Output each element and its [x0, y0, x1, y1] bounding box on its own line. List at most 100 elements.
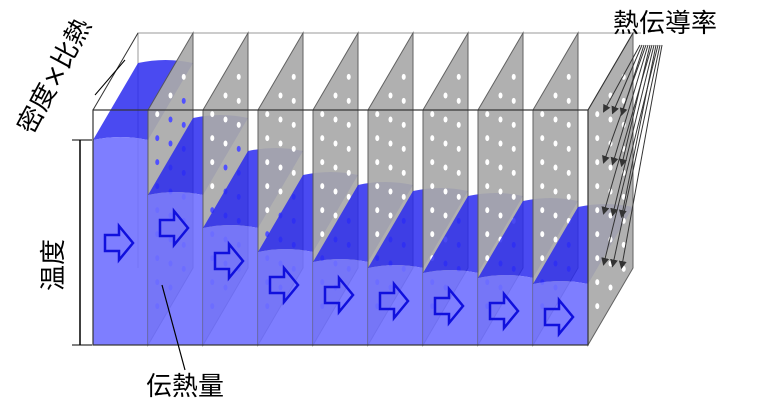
plate-dot — [553, 140, 558, 147]
plate-dot — [621, 265, 626, 272]
pointer — [602, 44, 647, 164]
plate-dot — [388, 140, 393, 147]
plate-dot — [210, 111, 215, 118]
frame-front — [92, 109, 589, 346]
temperature-label: 温度 — [39, 239, 69, 291]
plate-dot — [278, 164, 283, 171]
plate-dot — [346, 193, 351, 200]
plate-dot — [511, 73, 516, 80]
plate-dot — [430, 231, 435, 238]
plate-dot — [320, 231, 325, 238]
plate-dot — [485, 159, 490, 166]
heat-arrow — [268, 264, 300, 306]
plate-dot — [430, 111, 435, 118]
plate-dot — [456, 121, 461, 128]
heat-arrow — [103, 222, 135, 264]
plate-dot — [168, 92, 173, 99]
plate-dot — [236, 97, 241, 104]
plate-dot — [498, 188, 503, 195]
plate-dot — [511, 193, 516, 200]
plate-dot — [210, 135, 215, 142]
plate-dot — [498, 212, 503, 219]
plate-dot — [333, 212, 338, 219]
plate-dot — [375, 135, 380, 142]
plate-dot — [181, 97, 186, 104]
plate-dot — [346, 97, 351, 104]
plate-dot — [333, 116, 338, 123]
plate-dot — [566, 121, 571, 128]
plate-dot — [388, 212, 393, 219]
plate-dot — [291, 145, 296, 152]
plate-dot — [210, 159, 215, 166]
pointer — [601, 44, 659, 266]
plate-dot — [621, 241, 626, 248]
fluid-front — [203, 225, 258, 345]
pointer — [610, 44, 661, 268]
heat-arrow — [378, 280, 410, 322]
pointer — [619, 44, 651, 168]
plate-dot — [278, 188, 283, 195]
plate-dot — [346, 145, 351, 152]
plate-dot — [485, 183, 490, 190]
plate-dot — [595, 135, 600, 142]
scene — [72, 31, 663, 371]
plate-dot — [155, 135, 160, 142]
plate-dot — [621, 73, 626, 80]
plate-dot — [401, 145, 406, 152]
plate-dot — [333, 92, 338, 99]
plate-dot — [291, 169, 296, 176]
plate-dot — [320, 183, 325, 190]
pointer — [618, 44, 663, 270]
plate-dot — [388, 116, 393, 123]
plate-dot — [456, 145, 461, 152]
plate-dot — [511, 169, 516, 176]
plate-dot — [333, 164, 338, 171]
plate-dot — [621, 97, 626, 104]
plate-dot — [346, 73, 351, 80]
plate-dot — [608, 116, 613, 123]
plate-dot — [223, 140, 228, 147]
plate-dot — [595, 111, 600, 118]
plate-dot — [168, 140, 173, 147]
fluid-front — [93, 137, 148, 345]
plate-dot — [540, 159, 545, 166]
plate-dot — [443, 188, 448, 195]
plate-dot — [388, 92, 393, 99]
plate-dot — [485, 231, 490, 238]
plate-dot — [553, 188, 558, 195]
plate-dot — [456, 169, 461, 176]
pointer — [601, 44, 653, 215]
plate-dot — [388, 164, 393, 171]
plate-dot — [485, 111, 490, 118]
plate-dot — [181, 73, 186, 80]
heat-arrow — [213, 240, 245, 282]
plate-dot — [595, 183, 600, 190]
plate-dot — [621, 193, 626, 200]
plate-dot — [265, 159, 270, 166]
plate-dot — [223, 92, 228, 99]
plate-dot — [443, 116, 448, 123]
density-heat-label: 密度×比熱 — [12, 14, 98, 139]
plate-dot — [553, 92, 558, 99]
plate-dot — [443, 212, 448, 219]
plate-dot — [566, 193, 571, 200]
plate-dot — [265, 183, 270, 190]
plate-dot — [511, 145, 516, 152]
plate-dot — [265, 135, 270, 142]
fluid-front — [258, 249, 313, 345]
fluid-front — [478, 275, 533, 345]
plate-dot — [291, 97, 296, 104]
fluid-front — [423, 270, 478, 345]
plate-dot — [375, 231, 380, 238]
plate-dot — [430, 159, 435, 166]
plate-dot — [430, 135, 435, 142]
plate-dot — [540, 183, 545, 190]
plate-dot — [485, 255, 490, 262]
pointer — [610, 44, 655, 217]
plate-dot — [223, 116, 228, 123]
plate-dot — [430, 207, 435, 214]
plate-dot — [608, 284, 613, 291]
plate-dot — [375, 159, 380, 166]
plate-dot — [223, 164, 228, 171]
